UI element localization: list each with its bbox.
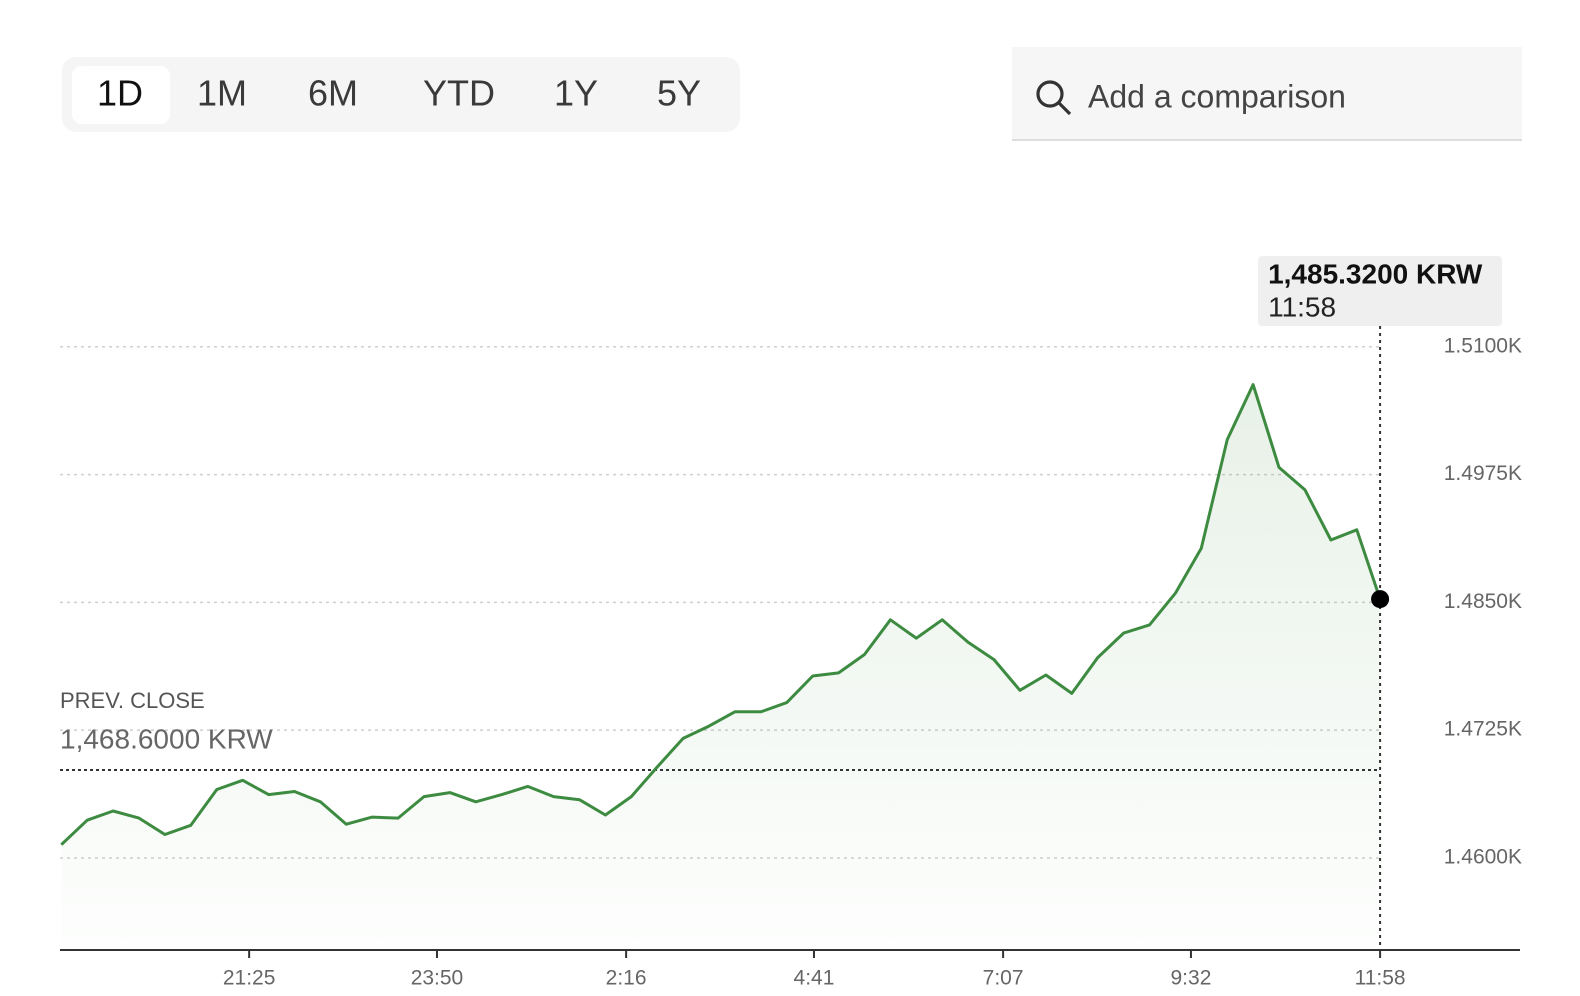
range-tab[interactable]: 1M <box>197 73 247 114</box>
active-tab-bg <box>72 66 170 124</box>
range-tab[interactable]: 1Y <box>554 73 598 114</box>
tooltip-time: 11:58 <box>1268 291 1336 322</box>
range-tab[interactable]: 6M <box>308 73 358 114</box>
y-tick-label: 1.4600K <box>1444 846 1522 869</box>
area <box>61 384 1381 951</box>
x-tick-label: 2:16 <box>606 967 647 990</box>
search-placeholder[interactable]: Add a comparison <box>1088 78 1346 114</box>
x-tick-label: 11:58 <box>1355 967 1406 990</box>
y-tick-label: 1.4850K <box>1444 590 1522 613</box>
price-line <box>60 383 1382 846</box>
prev-close-value: 1,468.6000 KRW <box>60 723 273 754</box>
x-tick-label: 21:25 <box>223 967 276 990</box>
search-box[interactable] <box>1012 47 1522 140</box>
range-tab[interactable]: 1D <box>97 73 143 114</box>
x-tick-label: 23:50 <box>411 967 464 990</box>
tooltip-value: 1,485.3200 KRW <box>1268 258 1483 289</box>
range-tab[interactable]: YTD <box>423 73 495 114</box>
prev-close-label: PREV. CLOSE <box>60 688 205 713</box>
range-tabs <box>62 57 740 132</box>
y-tick-label: 1.4975K <box>1444 462 1522 485</box>
x-tick-label: 7:07 <box>983 967 1024 990</box>
x-tick-label: 4:41 <box>794 967 835 990</box>
last-point <box>1371 590 1390 609</box>
y-tick-label: 1.5100K <box>1444 334 1522 357</box>
tooltip-box <box>1258 256 1503 326</box>
search-icon <box>1036 80 1072 116</box>
x-tick-label: 9:32 <box>1171 967 1212 990</box>
range-tab[interactable]: 5Y <box>657 73 701 114</box>
y-tick-label: 1.4725K <box>1444 718 1522 741</box>
